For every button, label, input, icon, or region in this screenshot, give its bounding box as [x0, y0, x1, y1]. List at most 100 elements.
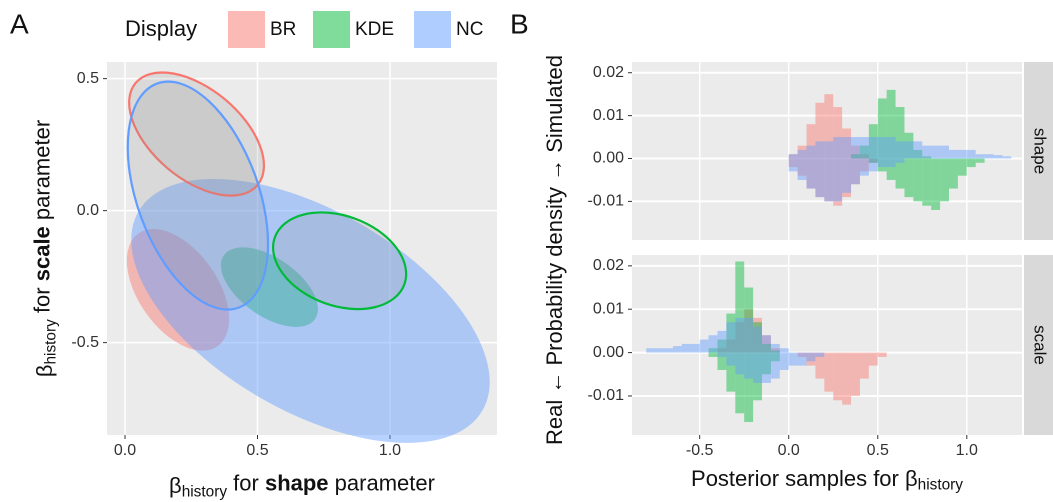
- histogram-bar: [922, 145, 932, 159]
- histogram-bar: [824, 94, 834, 159]
- histogram-bar: [886, 137, 896, 159]
- histogram-bar: [726, 352, 736, 392]
- histogram-bar: [859, 352, 869, 379]
- histogram-bar: [806, 124, 816, 159]
- plot-panel: [632, 255, 1022, 435]
- histogram-bar: [851, 158, 860, 185]
- histogram-bar: [788, 154, 798, 159]
- histogram-bar: [753, 326, 762, 353]
- histogram-bar: [824, 141, 834, 159]
- histogram-bar: [797, 145, 807, 159]
- ellipse-group: [126, 80, 270, 311]
- label-part: history: [182, 483, 228, 500]
- histogram-bar: [833, 137, 843, 159]
- histogram-bar: [940, 158, 949, 202]
- region: [126, 228, 230, 351]
- histogram-bar: [931, 145, 941, 159]
- histogram-bar: [726, 313, 736, 353]
- y-tick-label: 0.0: [77, 202, 99, 219]
- histogram-bar: [868, 158, 878, 172]
- histogram-bar: [806, 352, 816, 366]
- histogram-bar: [762, 352, 771, 375]
- histogram-bar: [797, 352, 807, 366]
- panel-label: A: [10, 8, 29, 39]
- y-tick-label: 0.01: [593, 300, 624, 317]
- histogram-bar: [851, 145, 860, 159]
- histogram-bar: [770, 352, 780, 379]
- histogram-bar: [779, 348, 789, 353]
- label-part: β: [905, 466, 918, 491]
- strip: [1024, 62, 1053, 240]
- x-tick-label: -0.5: [686, 442, 714, 459]
- histogram-bar: [833, 107, 843, 159]
- histogram-bar: [770, 352, 780, 362]
- histogram-bar: [708, 352, 718, 357]
- histogram-bar: [735, 352, 745, 414]
- legend-label: BR: [270, 19, 296, 40]
- legend-key: [228, 11, 265, 48]
- histogram-bar: [672, 346, 682, 353]
- histogram-bar: [690, 343, 700, 353]
- label-part: history: [918, 476, 964, 493]
- histogram-bar: [859, 158, 869, 176]
- histogram-bar: [788, 352, 798, 366]
- label-part: shape: [265, 471, 329, 496]
- histogram-bar: [770, 350, 780, 353]
- histogram-bar: [842, 352, 852, 405]
- histogram-bar: [842, 158, 852, 193]
- histogram-bar: [806, 158, 816, 189]
- histogram-bar: [717, 348, 727, 353]
- histogram-bar: [762, 352, 771, 383]
- label-part: scale: [30, 226, 55, 281]
- histogram-bar: [770, 343, 780, 353]
- histogram-bar: [753, 317, 762, 353]
- label-part: history: [42, 319, 59, 365]
- histogram-bar: [824, 158, 834, 202]
- strip-label: scale: [1031, 325, 1050, 365]
- y-tick-label: 0.02: [593, 64, 624, 81]
- histogram-bar: [931, 158, 941, 210]
- histogram-bar: [904, 132, 914, 159]
- histogram-bar: [797, 158, 807, 180]
- histogram-bar: [851, 158, 860, 185]
- histogram-bar: [913, 158, 923, 202]
- histogram-bar: [877, 158, 887, 168]
- histogram-bar: [1002, 156, 1012, 159]
- histogram-bar: [859, 137, 869, 159]
- y-tick-label: 0.02: [593, 257, 624, 274]
- histogram-bar: [913, 149, 923, 159]
- histogram-bar: [815, 158, 825, 198]
- histogram-bar: [957, 158, 967, 176]
- y-tick-label: -0.5: [71, 334, 99, 351]
- histogram-bar: [859, 154, 869, 159]
- x-tick-label: 0.5: [867, 442, 889, 459]
- histogram-bar: [842, 137, 852, 159]
- histogram-bar: [815, 352, 825, 357]
- histogram-bar: [913, 141, 923, 159]
- histogram-bar: [815, 141, 825, 159]
- histogram-bar: [815, 102, 825, 159]
- region-outline: [271, 211, 408, 311]
- panel-label: B: [510, 8, 529, 39]
- histogram-bar: [708, 335, 718, 353]
- x-tick-label: 0.0: [114, 442, 136, 459]
- histogram-bar: [877, 137, 887, 159]
- histogram-bar: [815, 158, 825, 198]
- histogram-bar: [993, 155, 1003, 159]
- histogram-bar: [753, 352, 762, 383]
- strip: [1024, 255, 1053, 435]
- strip-label: shape: [1031, 128, 1050, 174]
- histogram-bar: [895, 107, 905, 159]
- plot-panel: [632, 62, 1022, 240]
- histogram-bar: [717, 352, 727, 370]
- y-tick-label: 0.00: [593, 150, 624, 167]
- legend-title: Display: [125, 16, 197, 41]
- histogram-bar: [895, 141, 905, 159]
- ellipse-group: [126, 228, 230, 351]
- histogram-bar: [957, 149, 967, 159]
- histogram-bar: [868, 124, 878, 159]
- x-tick-label: 0.5: [246, 442, 268, 459]
- histogram-bar: [655, 348, 665, 353]
- label-part: β: [32, 365, 57, 378]
- histogram-bar: [708, 348, 718, 353]
